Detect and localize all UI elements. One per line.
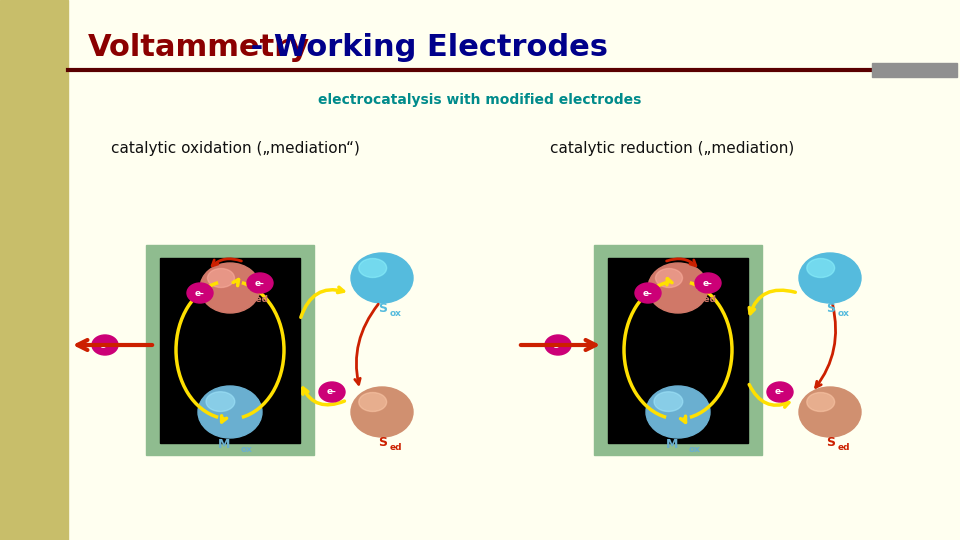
Text: ox: ox [241, 444, 252, 454]
Text: ed: ed [390, 442, 402, 451]
Ellipse shape [92, 335, 118, 355]
Ellipse shape [200, 263, 260, 313]
Text: M: M [686, 287, 698, 300]
Ellipse shape [656, 268, 683, 287]
Ellipse shape [198, 386, 262, 438]
Bar [608, 258, 748, 442]
Bar [872, 63, 957, 77]
Ellipse shape [799, 387, 861, 437]
Text: M: M [666, 437, 678, 450]
Ellipse shape [767, 382, 793, 402]
Text: e-: e- [255, 279, 265, 287]
Text: Voltammetry: Voltammetry [88, 33, 310, 63]
Text: e-: e- [553, 341, 563, 349]
Ellipse shape [806, 259, 834, 278]
Ellipse shape [635, 283, 661, 303]
Ellipse shape [545, 335, 571, 355]
Text: e-: e- [703, 279, 713, 287]
Ellipse shape [351, 387, 413, 437]
Text: M: M [218, 437, 230, 450]
Ellipse shape [359, 259, 387, 278]
Text: ox: ox [390, 308, 402, 318]
Text: ed: ed [838, 442, 851, 451]
Text: catalytic reduction („mediation): catalytic reduction („mediation) [550, 140, 794, 156]
Ellipse shape [359, 393, 387, 411]
Bar [0, 0, 68, 540]
Text: catalytic oxidation („mediation“): catalytic oxidation („mediation“) [110, 140, 359, 156]
Text: ox: ox [838, 308, 850, 318]
Text: e-: e- [195, 288, 204, 298]
Text: red: red [699, 294, 716, 303]
Text: ox: ox [689, 444, 701, 454]
Ellipse shape [319, 382, 345, 402]
Ellipse shape [206, 392, 235, 411]
Bar [594, 245, 762, 455]
Text: red: red [251, 294, 268, 303]
Text: e-: e- [327, 388, 337, 396]
Text: S: S [378, 301, 387, 314]
Ellipse shape [351, 253, 413, 303]
Text: M: M [238, 287, 251, 300]
Text: - Working Electrodes: - Working Electrodes [240, 33, 608, 63]
Text: electrocatalysis with modified electrodes: electrocatalysis with modified electrode… [319, 93, 641, 107]
Text: S: S [826, 435, 835, 449]
Text: e-: e- [643, 288, 653, 298]
Text: S: S [826, 301, 835, 314]
Text: e-: e- [100, 341, 110, 349]
Ellipse shape [695, 273, 721, 293]
Ellipse shape [799, 253, 861, 303]
Bar [146, 245, 314, 455]
Ellipse shape [654, 392, 683, 411]
Ellipse shape [207, 268, 234, 287]
Ellipse shape [646, 386, 710, 438]
Bar [160, 258, 300, 442]
Text: S: S [378, 435, 387, 449]
Text: e-: e- [775, 388, 785, 396]
Ellipse shape [187, 283, 213, 303]
Ellipse shape [806, 393, 834, 411]
Ellipse shape [247, 273, 273, 293]
Ellipse shape [648, 263, 708, 313]
